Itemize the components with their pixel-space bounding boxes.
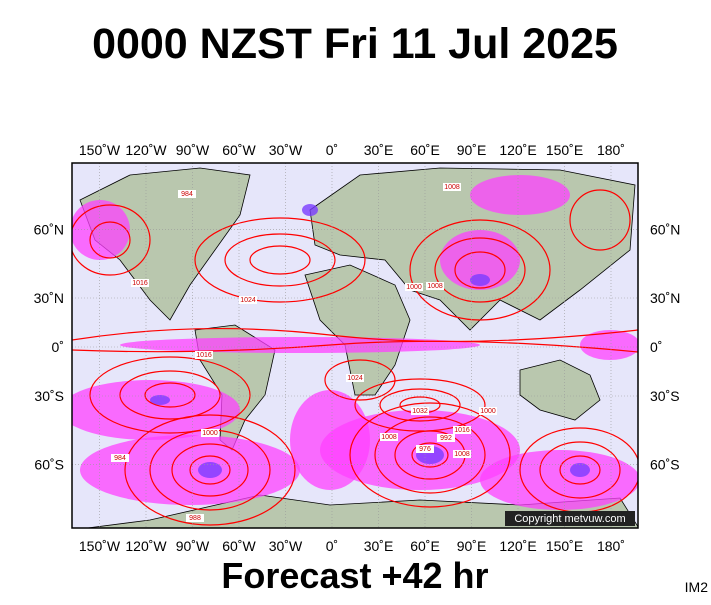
isobars: [72, 189, 638, 526]
isobar-label-bg: [346, 374, 364, 382]
copyright-box: [505, 511, 635, 526]
isobar-label: 1008: [444, 184, 460, 191]
lat-label-left: 0˚: [52, 339, 64, 355]
lon-label-top: 120˚E: [499, 142, 536, 158]
image-code: IM2: [685, 579, 709, 595]
isobar-label-bg: [411, 407, 429, 415]
lon-label-bottom: 150˚W: [79, 538, 121, 554]
isobar-label: 1024: [347, 375, 363, 382]
isobar-label: 1024: [240, 297, 256, 304]
isobar-label: 984: [114, 455, 126, 462]
lon-label-top: 180˚: [597, 142, 625, 158]
lon-label-bottom: 150˚E: [546, 538, 583, 554]
isobar-label-bg: [426, 282, 444, 290]
lat-label-right: 30˚N: [650, 290, 680, 306]
isobar-label-bg: [111, 454, 129, 462]
lon-label-top: 150˚W: [79, 142, 121, 158]
lon-label-bottom: 30˚E: [364, 538, 394, 554]
lat-label-right: 60˚S: [650, 456, 680, 472]
title: 0000 NZST Fri 11 Jul 2025: [92, 20, 618, 68]
isobar-label-bg: [416, 445, 434, 453]
lat-label-left: 60˚N: [34, 222, 64, 238]
isobar-label-bg: [405, 283, 423, 291]
lon-label-top: 90˚W: [176, 142, 210, 158]
lon-label-top: 150˚E: [546, 142, 583, 158]
copyright: Copyright metvuw.com: [514, 513, 625, 525]
lon-label-bottom: 0˚: [326, 538, 338, 554]
isobar-label-bg: [380, 433, 398, 441]
isobar-label-bg: [131, 279, 149, 287]
isobar-label-bg: [443, 183, 461, 191]
lon-label-bottom: 90˚E: [457, 538, 487, 554]
isobar-label: 1008: [427, 283, 443, 290]
map-layers: 1008 984 1016 1024 1000 1008 1016 1024 1008 1032 1…: [72, 163, 638, 528]
isobar-label: 1016: [132, 280, 148, 287]
lon-label-bottom: 120˚W: [125, 538, 167, 554]
lon-label-bottom: 30˚W: [269, 538, 303, 554]
lat-label-right: 60˚N: [650, 222, 680, 238]
graticule: [72, 163, 638, 528]
lon-label-top: 60˚W: [222, 142, 256, 158]
isobar-label-bg: [195, 351, 213, 359]
lat-label-left: 30˚S: [34, 388, 64, 404]
isobar-label: 1008: [454, 451, 470, 458]
lon-label-top: 60˚E: [410, 142, 440, 158]
isobar-label-bg: [453, 426, 471, 434]
lon-label-bottom: 60˚E: [410, 538, 440, 554]
lon-label-top: 30˚E: [364, 142, 394, 158]
isobar-label-bg: [437, 434, 455, 442]
isobar-label-bg: [178, 190, 196, 198]
lon-label-top: 30˚W: [269, 142, 303, 158]
isobar-labels: 1008 984 1016 1024 1000 1008 1016 1024 1008 1032 1…: [111, 183, 497, 522]
lat-label-right: 0˚: [650, 339, 662, 355]
isobar-label: 1000: [480, 408, 496, 415]
map-frame: [71, 162, 639, 529]
isobar-label: 984: [181, 191, 193, 198]
lon-label-bottom: 120˚E: [499, 538, 536, 554]
isobar-label-bg: [453, 450, 471, 458]
heavy-precipitation: [150, 204, 590, 478]
isobar-label: 1000: [406, 284, 422, 291]
lon-label-bottom: 180˚: [597, 538, 625, 554]
lon-label-top: 0˚: [326, 142, 338, 158]
isobar-label-bg: [239, 296, 257, 304]
lon-label-bottom: 90˚W: [176, 538, 210, 554]
lat-label-right: 30˚S: [650, 388, 680, 404]
isobar-label-bg: [201, 429, 219, 437]
lon-label-top: 120˚W: [125, 142, 167, 158]
isobar-label: 992: [440, 435, 452, 442]
isobar-label: 988: [189, 515, 201, 522]
isobar-label-bg: [186, 514, 204, 522]
isobar-label: 1016: [454, 427, 470, 434]
isobar-label: 1000: [202, 430, 218, 437]
lat-label-left: 60˚S: [34, 456, 64, 472]
isobar-label: 1032: [412, 408, 428, 415]
isobar-label: 1016: [196, 352, 212, 359]
forecast-label: Forecast +42 hr: [221, 555, 488, 596]
lat-label-left: 30˚N: [34, 290, 64, 306]
lon-label-bottom: 60˚W: [222, 538, 256, 554]
lon-label-top: 90˚E: [457, 142, 487, 158]
isobar-label-bg: [479, 407, 497, 415]
isobar-label: 1008: [381, 434, 397, 441]
isobar-label: 976: [419, 446, 431, 453]
